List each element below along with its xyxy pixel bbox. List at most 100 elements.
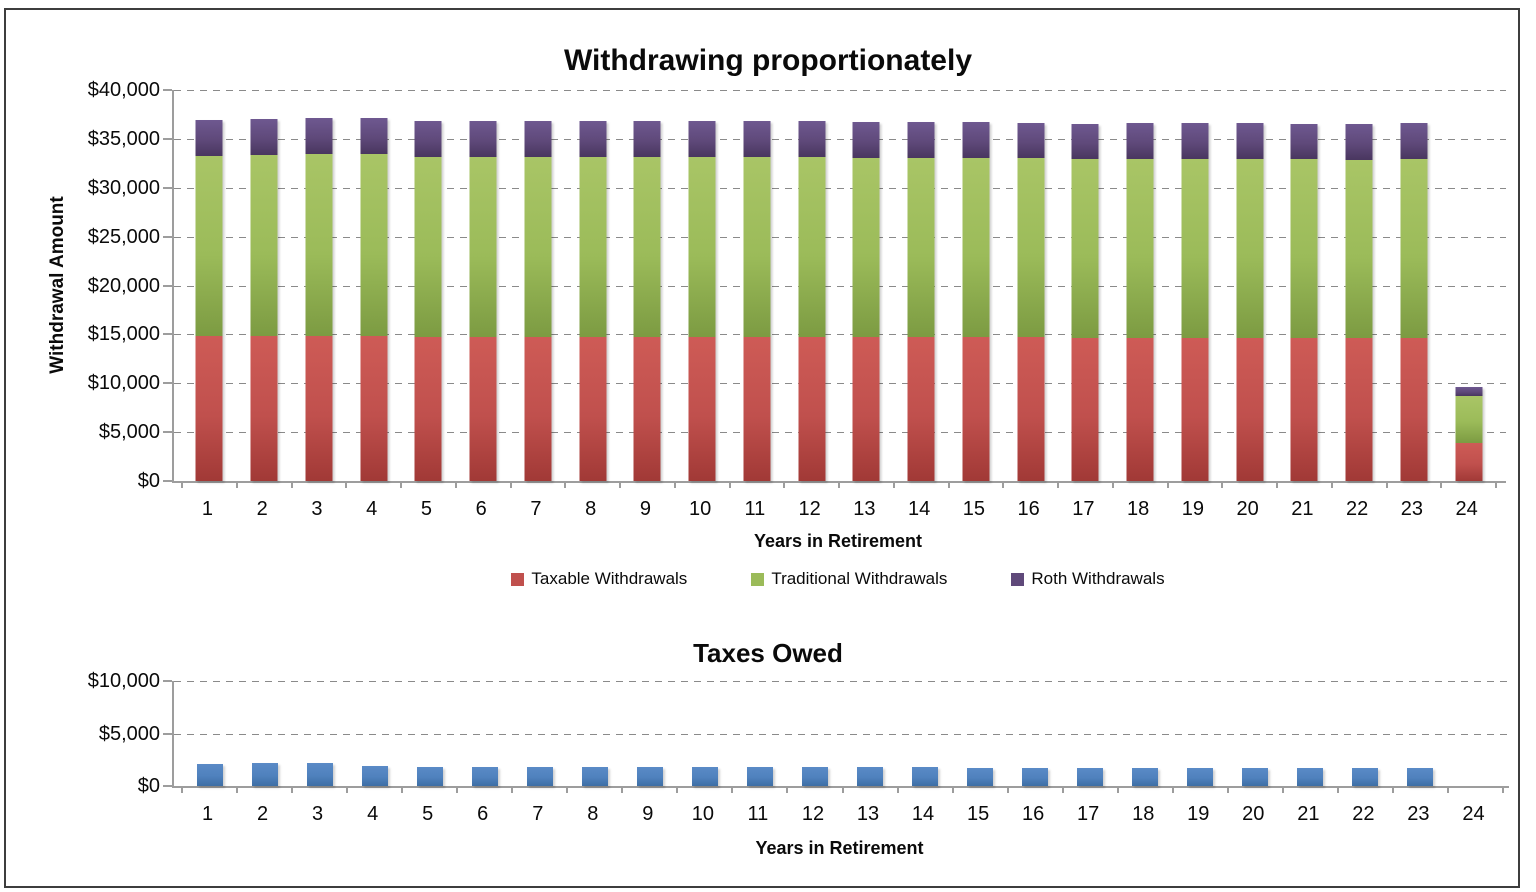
y-tick-label: $30,000 [87, 176, 160, 199]
segment-taxable-withdrawals-year-19 [1181, 338, 1209, 481]
bar-year-23 [1407, 768, 1434, 786]
bar-year-16 [1017, 123, 1045, 481]
bar-year-7 [524, 121, 552, 481]
x-tick-label: 20 [1236, 498, 1259, 520]
x-tick-label: 15 [966, 803, 990, 825]
gridline [174, 681, 1509, 682]
bar-year-6 [469, 121, 497, 481]
y-tick-label: $10,000 [87, 670, 160, 692]
y-axis-tick [163, 89, 172, 91]
segment-traditional-withdrawals-year-10 [688, 157, 716, 337]
bar-year-6 [471, 767, 498, 786]
x-axis-tick [1495, 481, 1497, 488]
segment-taxable-withdrawals-year-4 [360, 336, 388, 481]
x-tick-label: 13 [853, 498, 876, 520]
bar-year-12 [798, 121, 826, 481]
x-axis-tick [291, 786, 294, 793]
segment-traditional-withdrawals-year-2 [250, 155, 278, 336]
y-tick-label: $40,000 [87, 79, 160, 101]
segment-taxable-withdrawals-year-14 [907, 337, 935, 481]
bars-layer [182, 90, 1496, 481]
legend-item-roth-withdrawals: Roth Withdrawals [1011, 565, 1165, 593]
y-axis-tick-labels: $0 $5,000 $10,000 $15,000 $20,000 $25,000 $30,… [20, 79, 162, 492]
gridline [174, 138, 1506, 140]
legend-item-traditional-withdrawals: Traditional Withdrawals [751, 565, 947, 593]
legend-color-swatch [751, 572, 765, 586]
x-axis-tick [841, 786, 844, 793]
bar-year-21 [1297, 768, 1324, 786]
x-tick-label: 19 [1181, 498, 1204, 520]
bar-year-8 [581, 767, 608, 786]
bar-year-17 [1077, 768, 1104, 786]
x-tick-label: 15 [962, 498, 985, 520]
segment-roth-withdrawals-year-15 [962, 122, 990, 158]
segment-taxes-owed-year-1 [196, 764, 223, 786]
bar-year-9 [636, 767, 663, 786]
gridline [174, 383, 1506, 385]
x-tick-label: 22 [1346, 498, 1369, 520]
x-tick-label: 5 [422, 803, 434, 825]
segment-taxable-withdrawals-year-2 [250, 336, 278, 481]
bar-year-5 [414, 121, 442, 481]
x-axis-tick [509, 481, 512, 488]
segment-taxes-owed-year-19 [1187, 768, 1214, 786]
y-axis-tick [163, 186, 172, 189]
bar-year-14 [907, 122, 935, 481]
x-axis-tick [1281, 786, 1284, 793]
bar-year-1 [195, 120, 223, 481]
segment-traditional-withdrawals-year-8 [579, 157, 607, 337]
segment-taxes-owed-year-5 [416, 767, 443, 786]
x-tick-label: 3 [311, 498, 323, 520]
bar-year-15 [967, 768, 994, 786]
segment-traditional-withdrawals-year-15 [962, 158, 990, 337]
segment-roth-withdrawals-year-6 [469, 121, 497, 157]
x-axis-tick [947, 481, 950, 488]
x-tick-label: 6 [475, 498, 487, 520]
segment-taxable-withdrawals-year-9 [633, 337, 661, 481]
segment-traditional-withdrawals-year-5 [414, 157, 442, 337]
x-tick-label: 23 [1407, 803, 1430, 825]
x-axis-tick [564, 481, 567, 488]
bar-year-2 [251, 763, 278, 786]
segment-roth-withdrawals-year-19 [1181, 123, 1209, 159]
segment-traditional-withdrawals-year-16 [1017, 158, 1045, 337]
segment-taxable-withdrawals-year-15 [962, 337, 990, 481]
segment-traditional-withdrawals-year-20 [1236, 159, 1264, 338]
segment-taxes-owed-year-12 [801, 767, 828, 786]
gridlines [174, 90, 1506, 481]
y-tick-label: $15,000 [87, 323, 160, 346]
bar-year-2 [250, 119, 278, 481]
segment-taxes-owed-year-13 [857, 767, 884, 786]
segment-roth-withdrawals-year-24 [1455, 387, 1483, 396]
y-axis-tick [163, 480, 172, 482]
segment-taxes-owed-year-20 [1242, 768, 1269, 786]
segment-traditional-withdrawals-year-7 [524, 157, 552, 337]
x-axis-tick [1006, 786, 1009, 793]
bar-year-16 [1022, 768, 1049, 786]
x-axis-tick [181, 481, 183, 488]
segment-taxes-owed-year-4 [361, 766, 388, 786]
y-tick-label: $0 [137, 775, 160, 797]
x-tick-label: 13 [856, 803, 880, 825]
x-axis-tick [1061, 786, 1064, 793]
gridline [174, 733, 1509, 735]
segment-taxable-withdrawals-year-23 [1400, 338, 1428, 481]
segment-taxable-withdrawals-year-5 [414, 337, 442, 481]
bar-year-7 [526, 767, 553, 786]
segment-taxable-withdrawals-year-11 [743, 337, 771, 481]
segment-traditional-withdrawals-year-22 [1345, 160, 1373, 338]
segment-taxes-owed-year-15 [967, 768, 994, 786]
segment-traditional-withdrawals-year-4 [360, 154, 388, 336]
x-tick-label: 18 [1127, 498, 1150, 520]
segment-traditional-withdrawals-year-9 [633, 157, 661, 337]
x-axis-tick [456, 786, 459, 793]
segment-traditional-withdrawals-year-24 [1455, 396, 1483, 443]
x-axis-tick [1391, 786, 1394, 793]
x-tick-label: 24 [1455, 498, 1478, 520]
chart-title: Withdrawing proportionately [563, 44, 973, 78]
legend-label: Taxable Withdrawals [531, 569, 688, 588]
x-axis-tick [1502, 786, 1504, 793]
legend-item-taxable-withdrawals: Taxable Withdrawals [511, 565, 687, 593]
bar-year-3 [306, 763, 333, 786]
bar-year-17 [1071, 124, 1099, 481]
